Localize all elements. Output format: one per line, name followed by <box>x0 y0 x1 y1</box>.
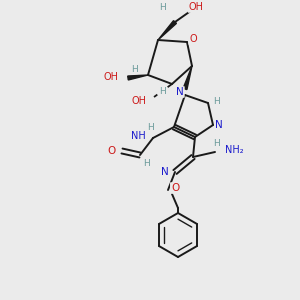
Text: N: N <box>215 120 223 130</box>
Text: OH: OH <box>103 72 118 82</box>
Text: O: O <box>108 146 116 156</box>
Text: NH₂: NH₂ <box>225 145 244 155</box>
Text: O: O <box>171 183 179 193</box>
Text: NH: NH <box>131 131 146 141</box>
Polygon shape <box>128 75 148 80</box>
Text: H: H <box>148 124 154 133</box>
Text: H: H <box>130 64 137 74</box>
Text: N: N <box>176 87 184 97</box>
Polygon shape <box>183 66 192 90</box>
Text: OH: OH <box>188 2 203 12</box>
Text: O: O <box>189 34 197 44</box>
Text: H: H <box>160 2 167 11</box>
Text: H: H <box>214 139 220 148</box>
Text: N: N <box>161 167 169 177</box>
Text: OH: OH <box>131 96 146 106</box>
Text: H: H <box>142 158 149 167</box>
Text: H: H <box>213 97 219 106</box>
Text: H: H <box>159 86 165 95</box>
Polygon shape <box>158 21 176 40</box>
